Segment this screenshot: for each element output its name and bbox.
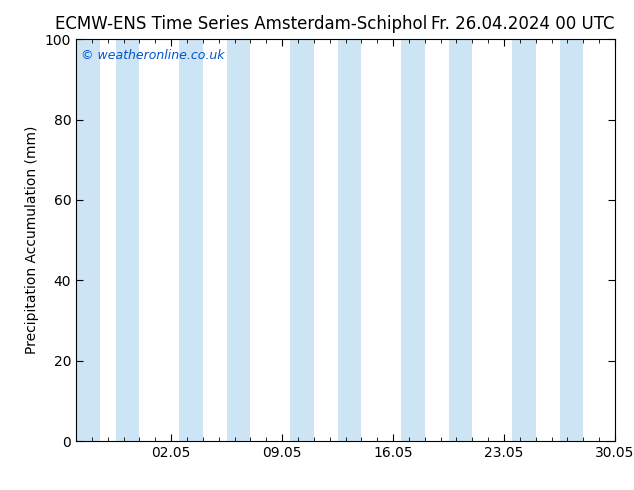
Bar	[337, 39, 361, 441]
Y-axis label: Precipitation Accumulation (mm): Precipitation Accumulation (mm)	[25, 126, 39, 354]
Bar	[179, 39, 203, 441]
Text: © weatheronline.co.uk: © weatheronline.co.uk	[81, 49, 225, 62]
Bar	[226, 39, 250, 441]
Text: ECMW-ENS Time Series Amsterdam-Schiphol: ECMW-ENS Time Series Amsterdam-Schiphol	[55, 15, 427, 33]
Bar	[290, 39, 314, 441]
Text: Fr. 26.04.2024 00 UTC: Fr. 26.04.2024 00 UTC	[432, 15, 615, 33]
Bar	[76, 39, 100, 441]
Bar	[401, 39, 425, 441]
Bar	[512, 39, 536, 441]
Bar	[559, 39, 583, 441]
Bar	[448, 39, 472, 441]
Bar	[115, 39, 139, 441]
